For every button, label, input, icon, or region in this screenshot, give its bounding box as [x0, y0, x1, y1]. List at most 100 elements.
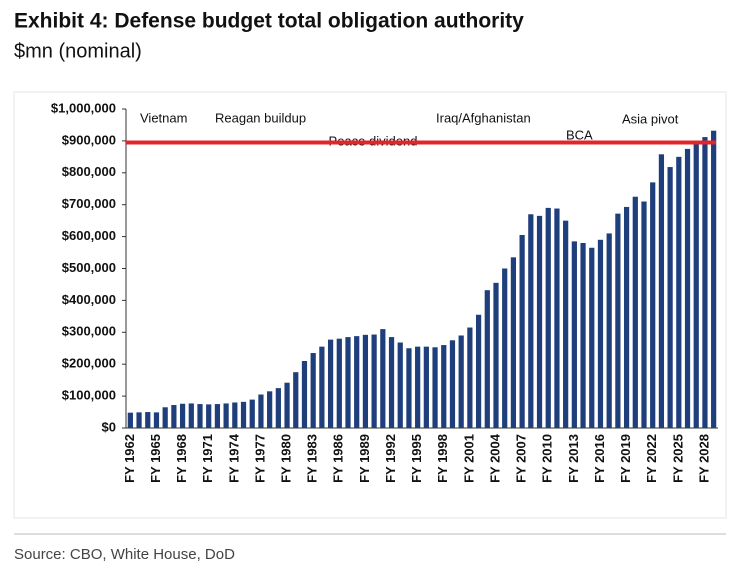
bar: [650, 182, 656, 428]
bar: [214, 404, 221, 428]
bar: [441, 345, 447, 428]
y-tick-label: $200,000: [62, 356, 116, 371]
bar: [179, 403, 186, 428]
x-tick-label: FY 1992: [383, 434, 398, 483]
x-tick-label: FY 1971: [200, 434, 215, 483]
bar: [354, 336, 360, 428]
x-tick-label: FY 1965: [148, 434, 163, 483]
bar: [362, 334, 369, 428]
bar: [589, 247, 595, 428]
y-tick-label: $1,000,000: [51, 100, 116, 115]
x-tick-label: FY 1962: [122, 434, 137, 483]
bar: [545, 207, 551, 428]
bar: [415, 346, 421, 428]
bar: [432, 347, 438, 428]
annotation: BCA: [566, 127, 593, 142]
bar: [345, 337, 351, 428]
x-tick-label: FY 1974: [226, 433, 241, 483]
bar: [711, 130, 717, 428]
bar: [606, 233, 612, 428]
bar: [293, 372, 299, 428]
y-tick-label: $100,000: [62, 388, 116, 403]
bar: [232, 402, 238, 428]
bar: [684, 148, 691, 428]
bar: [153, 412, 160, 428]
y-tick-label: $300,000: [62, 324, 116, 339]
x-tick-label: FY 1989: [357, 434, 372, 483]
bar: [493, 282, 499, 428]
x-tick-label: FY 1986: [331, 434, 346, 483]
bar: [467, 327, 473, 428]
bar: [563, 220, 569, 428]
bar: [423, 346, 429, 428]
x-tick-label: FY 2022: [644, 434, 659, 483]
y-tick-label: $600,000: [62, 228, 116, 243]
bar: [249, 399, 255, 428]
bar: [406, 348, 412, 428]
annotation: Iraq/Afghanistan: [436, 110, 531, 125]
y-tick-label: $500,000: [62, 260, 116, 275]
chart-subtitle: $mn (nominal): [14, 40, 142, 62]
bar: [240, 401, 247, 428]
bar: [667, 167, 673, 429]
bar: [676, 156, 682, 428]
bar: [388, 337, 395, 428]
x-tick-label: FY 2004: [487, 433, 502, 483]
y-tick-label: $900,000: [62, 132, 116, 147]
bar: [519, 235, 525, 428]
annotation: Reagan buildup: [215, 110, 306, 125]
x-tick-label: FY 2001: [461, 434, 476, 483]
bar: [536, 215, 543, 428]
bar: [632, 196, 638, 428]
bar: [458, 335, 464, 428]
chart-title: Exhibit 4: Defense budget total obligati…: [14, 10, 524, 33]
x-tick-label: FY 1968: [174, 434, 189, 483]
bar: [449, 340, 456, 428]
y-tick-label: $700,000: [62, 196, 116, 211]
x-tick-label: FY 2010: [540, 434, 555, 483]
bar: [554, 208, 560, 428]
bar: [275, 388, 281, 428]
bar: [380, 329, 386, 428]
bar: [641, 201, 647, 428]
x-tick-label: FY 1977: [252, 434, 267, 483]
bar: [623, 206, 630, 428]
bar: [327, 339, 334, 428]
y-tick-label: $400,000: [62, 292, 116, 307]
x-tick-label: FY 1998: [435, 434, 450, 483]
bar: [510, 257, 517, 428]
x-tick-label: FY 2028: [696, 434, 711, 483]
bar: [615, 213, 621, 428]
annotation: Vietnam: [140, 110, 187, 125]
x-tick-label: FY 2025: [670, 434, 685, 483]
bar: [284, 382, 290, 428]
bar: [475, 314, 482, 428]
bar: [267, 391, 273, 428]
x-tick-label: FY 1980: [278, 434, 293, 483]
bar: [693, 142, 699, 428]
bar: [702, 137, 708, 428]
x-tick-label: FY 1995: [409, 434, 424, 483]
bar: [206, 404, 212, 428]
plot-frame: [13, 91, 727, 519]
x-tick-label: FY 2019: [618, 434, 633, 483]
x-tick-label: FY 2016: [592, 434, 607, 483]
bar: [336, 338, 342, 428]
bar: [597, 239, 604, 428]
bar: [502, 268, 508, 428]
annotation: Asia pivot: [622, 111, 679, 126]
bar: [171, 405, 177, 428]
x-tick-label: FY 1983: [305, 434, 320, 483]
bar: [127, 412, 133, 428]
bar: [371, 334, 377, 428]
bar: [301, 361, 308, 428]
bar: [658, 154, 665, 428]
bar: [223, 403, 229, 428]
y-tick-label: $800,000: [62, 164, 116, 179]
source: Source: CBO, White House, DoD: [14, 546, 235, 563]
bar: [319, 346, 325, 428]
bar: [145, 412, 151, 428]
bar: [310, 353, 316, 428]
